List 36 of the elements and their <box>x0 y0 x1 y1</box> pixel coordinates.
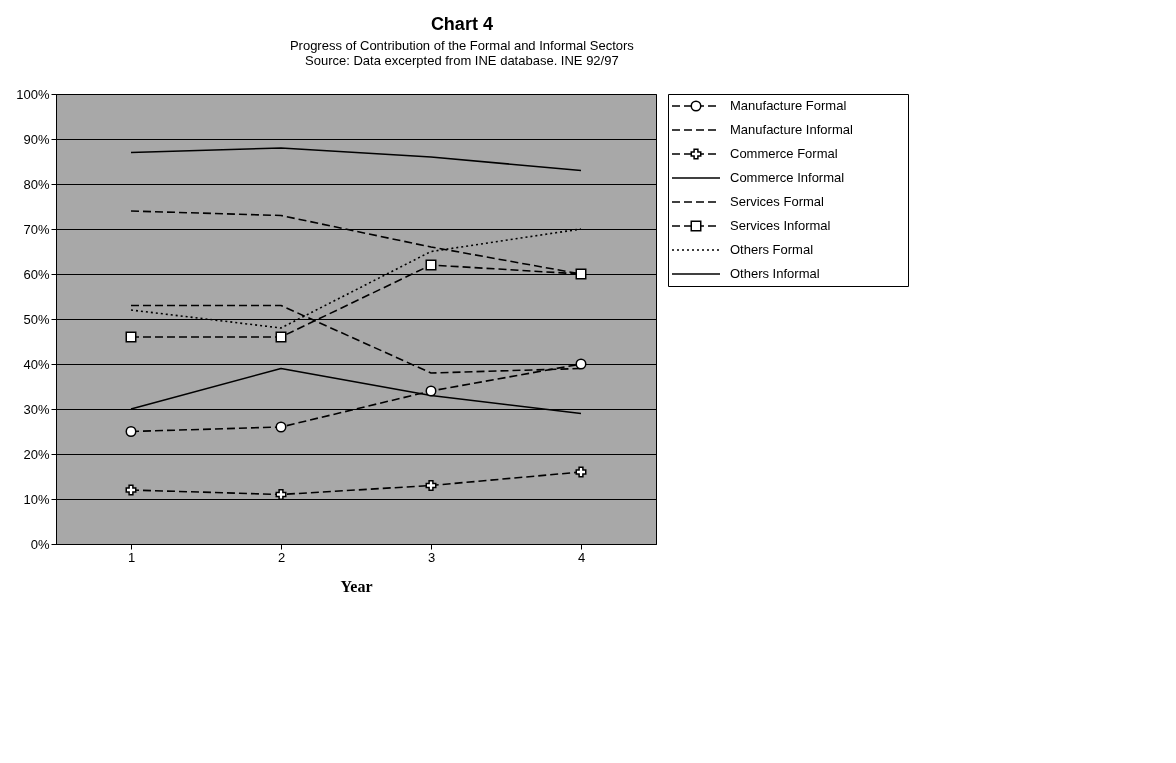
legend-label: Manufacture Informal <box>730 122 853 137</box>
y-tick-label: 60% <box>23 266 50 282</box>
x-tick-label: 2 <box>277 549 286 565</box>
point <box>425 480 437 491</box>
chart-subtitle: Progress of Contribution of the Formal and Informal Sectors <box>289 37 635 53</box>
point <box>425 385 437 397</box>
chart-title: Chart 4 <box>430 13 493 34</box>
point <box>575 466 587 478</box>
legend-label: Services Formal <box>730 194 825 209</box>
y-tick-label: 70% <box>23 221 50 237</box>
point <box>275 421 287 433</box>
y-tick-label: 20% <box>23 446 50 462</box>
y-tick-label: 40% <box>23 356 50 372</box>
legend-label: Others Informal <box>730 266 820 281</box>
point <box>125 426 137 437</box>
legend-label: Others Formal <box>730 242 814 257</box>
source-note: Source: Data excerpted from INE database. INE 92/97 <box>305 52 619 68</box>
y-tick-label: 10% <box>23 491 50 507</box>
y-tick-label: 30% <box>23 401 50 417</box>
x-tick-label: 1 <box>127 549 136 565</box>
legend-label: Manufacture Formal <box>730 98 847 113</box>
legend-label: Commerce Informal <box>730 170 845 185</box>
point <box>575 358 587 370</box>
legend-label: Commerce Formal <box>730 146 838 161</box>
line-series <box>130 147 582 172</box>
x-tick-label: 4 <box>577 549 586 565</box>
y-tick-label: 100% <box>16 86 50 102</box>
legend-label: Services Informal <box>730 218 831 233</box>
y-tick-label: 50% <box>23 311 50 327</box>
y-tick-label: 80% <box>23 176 50 192</box>
point <box>125 484 137 496</box>
x-axis-title: Year <box>340 577 373 595</box>
y-tick-label: 90% <box>23 131 50 147</box>
x-tick-label: 3 <box>427 549 436 565</box>
y-tick-label: 0% <box>30 536 50 552</box>
point <box>275 489 287 500</box>
